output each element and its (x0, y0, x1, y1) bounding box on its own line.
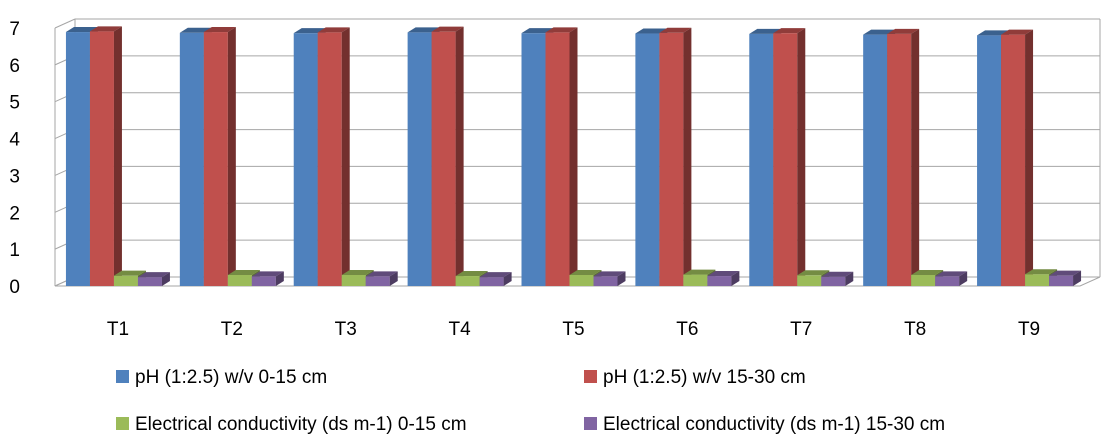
y-tick-label: 7 (9, 19, 20, 40)
legend-item-1: pH (1:2.5) w/v 0-15 cm (116, 367, 327, 388)
bar-T9-series-2 (1001, 29, 1034, 287)
bars (65, 26, 1082, 287)
legend-label: pH (1:2.5) w/v 15-30 cm (603, 367, 806, 388)
bar-T9-series-4 (1049, 270, 1082, 286)
y-tick-label: 3 (9, 166, 20, 187)
y-tick-label: 4 (9, 130, 20, 151)
y-tick-label: 0 (9, 277, 20, 298)
legend-swatch (116, 417, 129, 430)
y-tick-label: 2 (9, 203, 20, 224)
bar-T6-series-2 (659, 27, 692, 286)
legend-label: pH (1:2.5) w/v 0-15 cm (135, 367, 327, 388)
x-axis: T1 T2 T3 T4 T5 T6 T7 T8 T9 (107, 319, 1040, 340)
bar-T4-series-2 (431, 26, 464, 286)
bar-T1-series-4 (137, 272, 170, 286)
bar-T3-series-4 (365, 271, 398, 286)
y-tick-label: 5 (9, 93, 20, 114)
bar-T7-series-2 (773, 28, 806, 286)
bar-T3-series-2 (317, 27, 350, 287)
x-tick-label: T1 (107, 319, 129, 340)
legend-swatch (116, 370, 129, 383)
legend-item-2: pH (1:2.5) w/v 15-30 cm (584, 367, 806, 388)
legend-swatch (584, 370, 597, 383)
legend-item-4: Electrical conductivity (ds m-1) 15-30 c… (584, 414, 945, 435)
legend: pH (1:2.5) w/v 0-15 cm pH (1:2.5) w/v 15-… (116, 367, 945, 435)
x-tick-label: T3 (335, 319, 357, 340)
bar-T5-series-4 (593, 271, 626, 286)
y-tick-label: 1 (9, 240, 20, 261)
legend-label: Electrical conductivity (ds m-1) 0-15 cm (135, 414, 467, 435)
legend-item-3: Electrical conductivity (ds m-1) 0-15 cm (116, 414, 467, 435)
y-axis: 0 1 2 3 4 5 6 7 (9, 19, 20, 298)
bar-T1-series-2 (89, 26, 122, 287)
legend-swatch (584, 417, 597, 430)
bar-T2-series-4 (251, 271, 284, 286)
legend-label: Electrical conductivity (ds m-1) 15-30 c… (603, 414, 945, 435)
y-tick-label: 6 (9, 56, 20, 77)
bar-T7-series-4 (821, 271, 854, 286)
bar-T6-series-4 (707, 271, 740, 286)
bar-T5-series-2 (545, 27, 578, 287)
bar-T4-series-4 (479, 272, 512, 286)
x-tick-label: T2 (221, 319, 243, 340)
bar-T2-series-2 (203, 27, 236, 286)
x-tick-label: T7 (790, 319, 812, 340)
side-gridline-7 (54, 18, 76, 29)
bar-T8-series-2 (887, 28, 920, 287)
x-tick-label: T5 (562, 319, 584, 340)
x-tick-label: T6 (676, 319, 698, 340)
x-tick-label: T8 (904, 319, 926, 340)
bar-T8-series-4 (935, 271, 968, 286)
x-tick-label: T9 (1018, 319, 1040, 340)
x-tick-label: T4 (449, 319, 472, 340)
